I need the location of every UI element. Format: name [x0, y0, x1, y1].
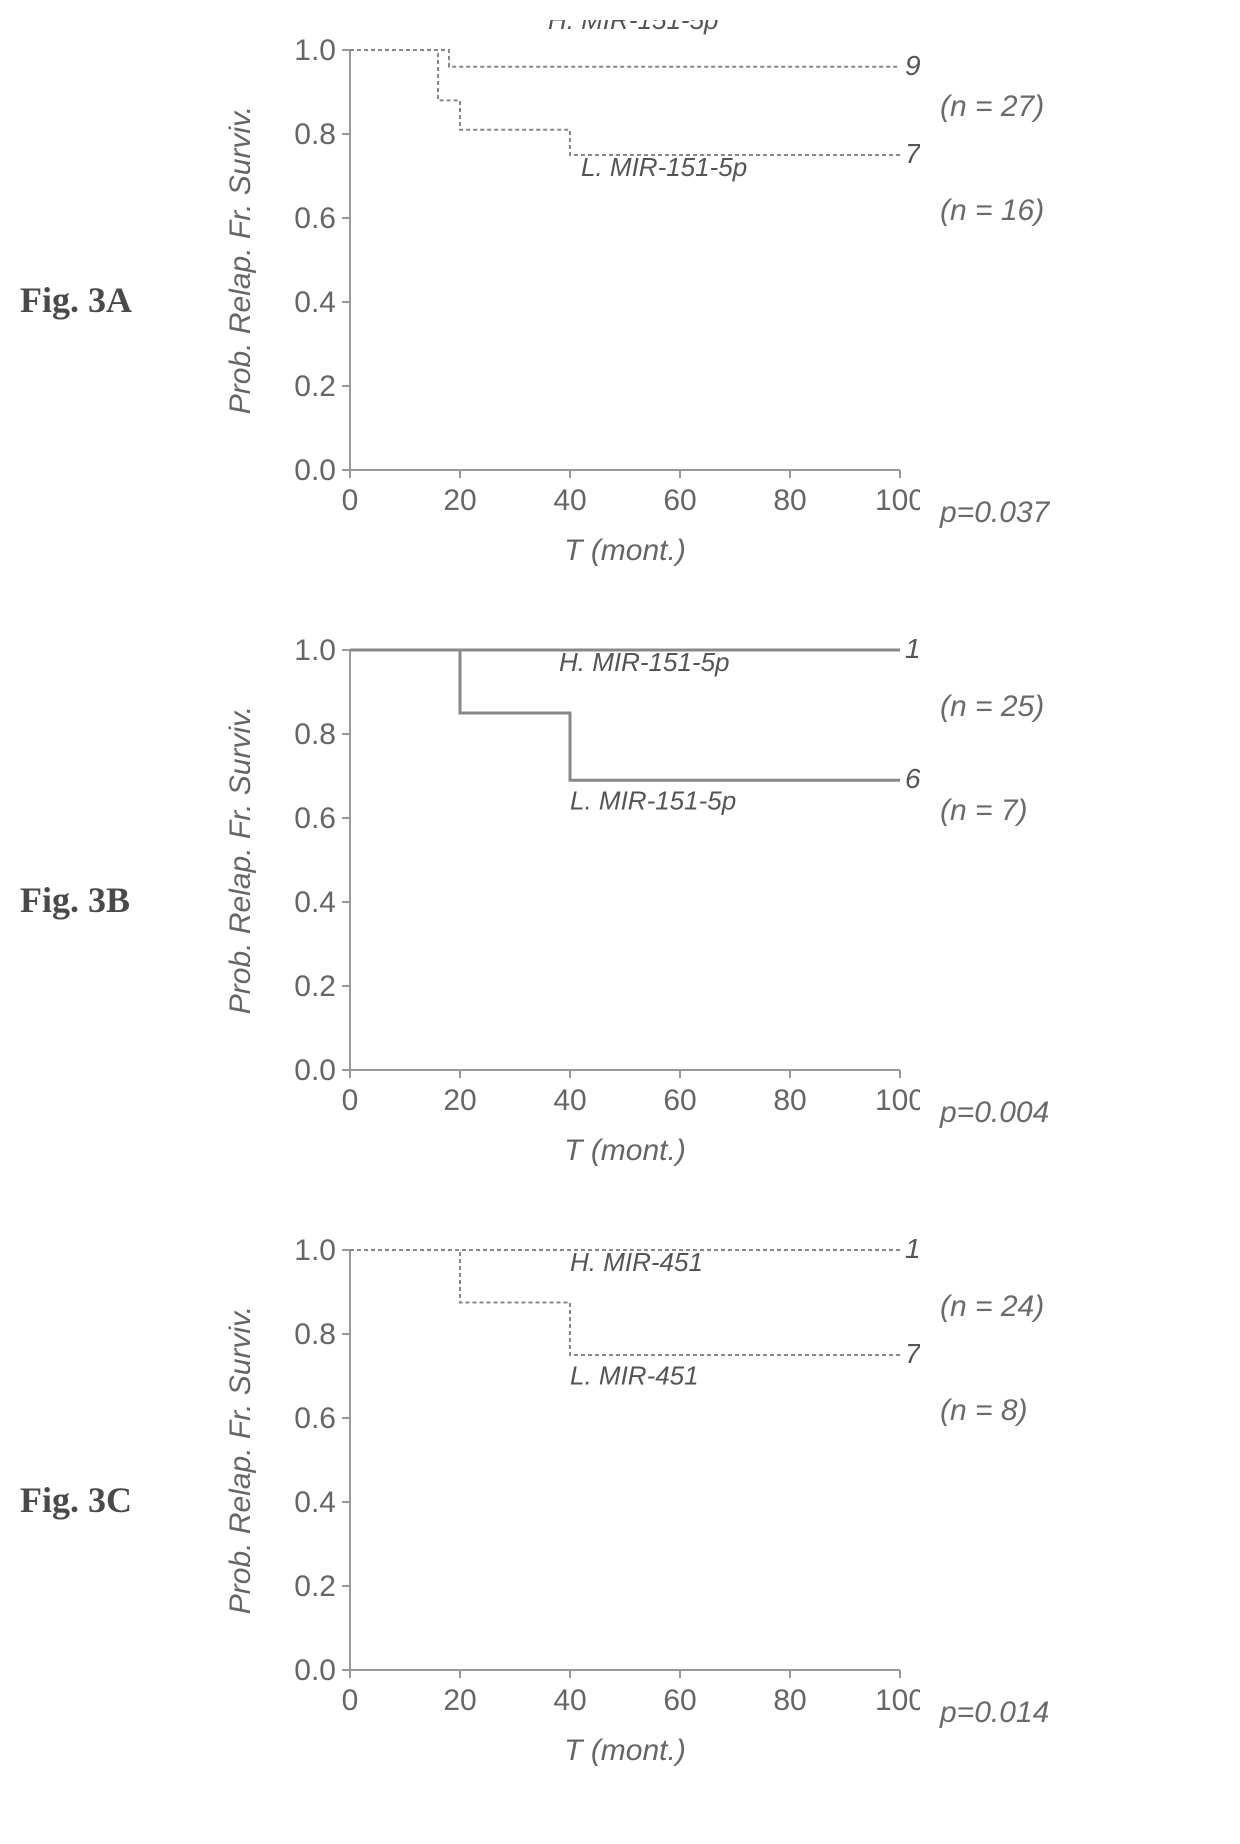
figure-label: Fig. 3A	[20, 279, 220, 321]
y-tick-label: 1.0	[294, 34, 336, 67]
x-tick-label: 40	[553, 484, 586, 517]
n-label: (n = 27)	[940, 90, 1049, 124]
side-annotations: (n = 25) (n = 7) p=0.004	[920, 650, 1049, 1150]
y-axis-label: Prob. Relap. Fr. Surviv.	[224, 1306, 257, 1614]
x-tick-label: 0	[342, 1684, 359, 1717]
x-tick-label: 80	[773, 1084, 806, 1117]
curve-label: H. MIR-151-5p	[548, 20, 719, 35]
curve-label: L. MIR-151-5p	[581, 152, 747, 182]
survival-chart: 0.0 0.2 0.4 0.6 0.8 1.0 0 20 40 60 80 100 Prob. Rela…	[220, 620, 920, 1180]
x-tick-label: 20	[443, 484, 476, 517]
n-label: (n = 7)	[940, 794, 1049, 828]
curve-end-pct: 96%	[905, 50, 920, 81]
p-value: p=0.014	[940, 1696, 1049, 1730]
x-tick-label: 40	[553, 1084, 586, 1117]
x-tick-label: 100	[875, 484, 920, 517]
y-tick-label: 0.0	[294, 1654, 336, 1687]
km-curve-low	[350, 50, 900, 155]
x-tick-label: 100	[875, 1684, 920, 1717]
figure-row-C: Fig. 3C 0.0 0.2 0.4 0.6 0.8 1.0 0 20 40 60 80 100 Pro…	[20, 1220, 1220, 1780]
n-label: (n = 24)	[940, 1290, 1049, 1324]
x-tick-label: 60	[663, 1084, 696, 1117]
figure-row-A: Fig. 3A 0.0 0.2 0.4 0.6 0.8 1.0 0 20 40 60 80 100 Pro…	[20, 20, 1220, 580]
x-tick-label: 60	[663, 484, 696, 517]
n-label: (n = 8)	[940, 1394, 1049, 1428]
p-value: p=0.004	[940, 1096, 1049, 1130]
curve-label: L. MIR-451	[570, 1360, 699, 1390]
x-axis-label: T (mont.)	[564, 1734, 686, 1767]
y-tick-label: 0.4	[294, 1486, 336, 1519]
figure-row-B: Fig. 3B 0.0 0.2 0.4 0.6 0.8 1.0 0 20 40 60 80 100 Pro…	[20, 620, 1220, 1180]
y-tick-label: 1.0	[294, 634, 336, 667]
figure-label: Fig. 3B	[20, 879, 220, 921]
curve-end-pct: 100%	[905, 633, 920, 664]
curve-label: H. MIR-151-5p	[559, 647, 730, 677]
p-value: p=0.037	[940, 496, 1049, 530]
side-annotations: (n = 27) (n = 16) p=0.037	[920, 50, 1049, 550]
y-tick-label: 0.6	[294, 802, 336, 835]
x-tick-label: 60	[663, 1684, 696, 1717]
curve-label: L. MIR-151-5p	[570, 786, 736, 816]
curve-end-pct: 75%	[905, 138, 920, 169]
y-tick-label: 0.0	[294, 454, 336, 487]
y-tick-label: 0.4	[294, 886, 336, 919]
curve-end-pct: 100%	[905, 1233, 920, 1264]
y-tick-label: 0.6	[294, 202, 336, 235]
x-tick-label: 20	[443, 1684, 476, 1717]
curve-end-pct: 69%	[905, 763, 920, 794]
x-tick-label: 20	[443, 1084, 476, 1117]
x-tick-label: 100	[875, 1084, 920, 1117]
figure-label: Fig. 3C	[20, 1479, 220, 1521]
curve-end-pct: 75%	[905, 1338, 920, 1369]
survival-chart: 0.0 0.2 0.4 0.6 0.8 1.0 0 20 40 60 80 100 Prob. Rela…	[220, 20, 920, 580]
y-tick-label: 0.6	[294, 1402, 336, 1435]
side-annotations: (n = 24) (n = 8) p=0.014	[920, 1250, 1049, 1750]
x-tick-label: 80	[773, 1684, 806, 1717]
y-axis-label: Prob. Relap. Fr. Surviv.	[224, 106, 257, 414]
y-tick-label: 1.0	[294, 1234, 336, 1267]
n-label: (n = 16)	[940, 194, 1049, 228]
survival-chart: 0.0 0.2 0.4 0.6 0.8 1.0 0 20 40 60 80 100 Prob. Rela…	[220, 1220, 920, 1780]
n-label: (n = 25)	[940, 690, 1049, 724]
y-tick-label: 0.8	[294, 1318, 336, 1351]
y-tick-label: 0.8	[294, 118, 336, 151]
x-axis-label: T (mont.)	[564, 534, 686, 567]
y-tick-label: 0.2	[294, 970, 336, 1003]
x-tick-label: 80	[773, 484, 806, 517]
y-tick-label: 0.2	[294, 370, 336, 403]
x-axis-label: T (mont.)	[564, 1134, 686, 1167]
y-tick-label: 0.8	[294, 718, 336, 751]
y-tick-label: 0.2	[294, 1570, 336, 1603]
y-tick-label: 0.4	[294, 286, 336, 319]
y-tick-label: 0.0	[294, 1054, 336, 1087]
x-tick-label: 0	[342, 1084, 359, 1117]
x-tick-label: 40	[553, 1684, 586, 1717]
y-axis-label: Prob. Relap. Fr. Surviv.	[224, 706, 257, 1014]
x-tick-label: 0	[342, 484, 359, 517]
curve-label: H. MIR-451	[570, 1247, 703, 1277]
km-curve-high	[350, 50, 900, 67]
